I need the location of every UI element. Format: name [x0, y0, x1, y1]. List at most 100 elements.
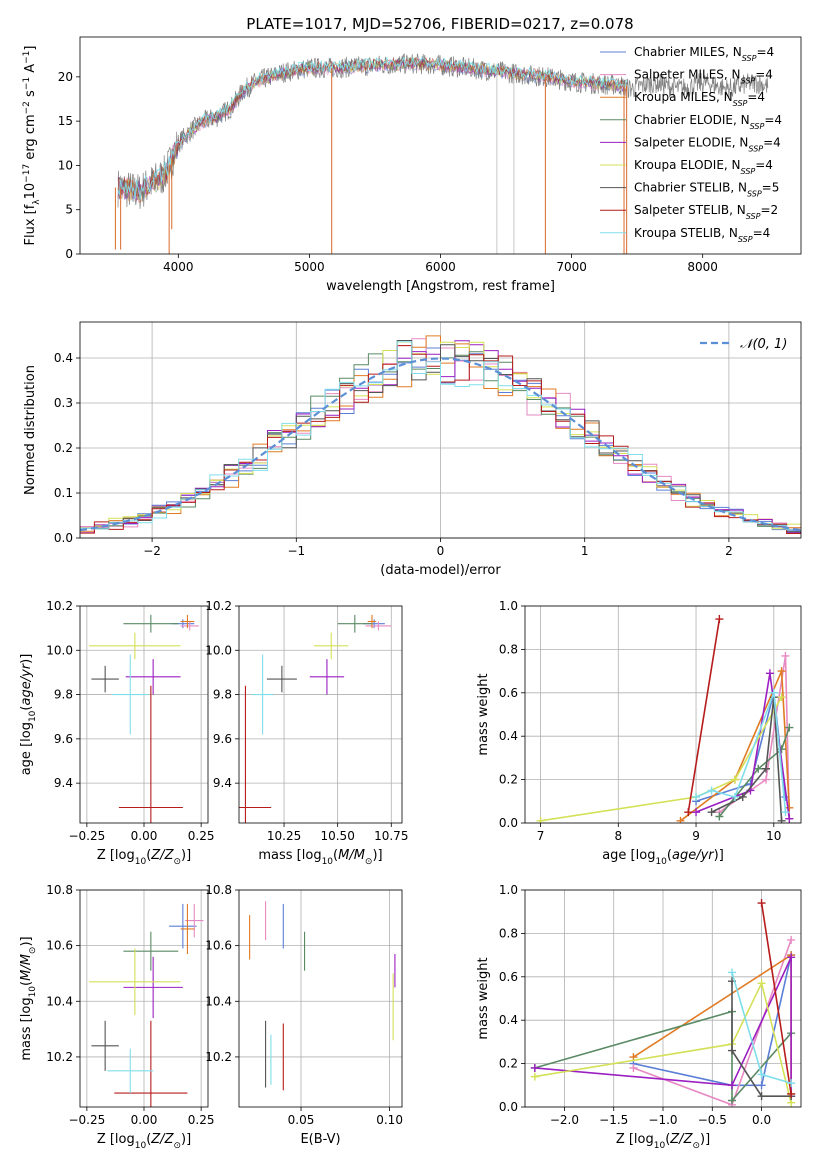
weight-point-marker [757, 1070, 766, 1079]
y-tick-label: 1.0 [499, 599, 518, 613]
legend-sub: SSP [750, 121, 765, 130]
weight-point-marker [787, 1089, 796, 1098]
y-tick-label: 0 [65, 247, 73, 261]
x-axis-label-part: age [log [602, 848, 655, 863]
weight-point-marker [738, 792, 747, 801]
y-tick-label: 9.8 [54, 688, 73, 702]
weight-point-marker [707, 786, 716, 795]
errorbar-chabrier-elodie [123, 614, 179, 633]
plot-area [80, 335, 801, 538]
y-axis-label: Flux [fλ10−17 erg cm−2 s−1 A−1] [22, 46, 42, 246]
y-axis-label-part: )] [19, 654, 34, 664]
weight-point-marker [728, 1046, 736, 1055]
errorbar-salpeter-stelib [118, 685, 183, 823]
x-tick-label: −1 [287, 544, 305, 558]
legend-tail: =4 [753, 226, 771, 240]
weight-point-marker [692, 808, 701, 817]
weight-point-marker [757, 899, 766, 908]
weight-point-marker [762, 775, 771, 784]
x-tick-label: 10.75 [374, 829, 408, 843]
legend-label-chabrier-miles: Chabrier MILES, NSSP=4 [634, 45, 774, 63]
x-axis-label-part: Z/Z [669, 1132, 693, 1147]
x-tick-label: 10 [766, 829, 781, 843]
x-axis-label-part: )] [372, 848, 382, 863]
plot-area [249, 901, 396, 1091]
y-tick-label: 20 [58, 70, 73, 84]
y-axis-label-part: s [23, 90, 38, 101]
y-axis-label-part: Flux [f [23, 204, 38, 245]
errorbar-chabrier-elodie [337, 614, 372, 633]
y-tick-label: 0.6 [499, 686, 518, 700]
weight-line [534, 980, 792, 1103]
errorbar-kroupa-stelib [251, 654, 274, 735]
legend-label-salpeter-stelib: Salpeter STELIB, NSSP=2 [634, 203, 778, 221]
axes-frame [79, 605, 209, 824]
x-tick-label: −0.5 [698, 1113, 727, 1127]
legend-sub: SSP [742, 54, 757, 63]
figure-title: PLATE=1017, MJD=52706, FIBERID=0217, z=0… [246, 15, 633, 33]
y-tick-label: 0.1 [54, 486, 73, 500]
legend-sub: SSP [746, 212, 761, 221]
y-tick-label: 10.2 [46, 599, 73, 613]
x-axis-label: Z [log10(Z/Z⊙)] [97, 1132, 191, 1151]
errorbar-salpeter-miles [365, 621, 392, 631]
errorbar-salpeter-stelib [239, 685, 272, 823]
plot-area [239, 614, 392, 823]
errorbar-kroupa-miles [367, 614, 377, 629]
x-axis-label-part: ( [667, 848, 672, 863]
weight-line [540, 696, 783, 822]
axes-weight_vs_Z: −2.0 −1.5 −1.0 −0.5 0.0 0.0 0.2 0.4 0.6 0.8 1.0 Z [… [476, 883, 802, 1151]
x-axis-label-part: E(B-V) [300, 1132, 340, 1147]
y-tick-label: 10.0 [205, 643, 232, 657]
legend-tail: =4 [755, 158, 773, 172]
y-axis-label-part: −1 [22, 77, 32, 90]
y-axis-label-part: 10 [23, 183, 38, 200]
x-axis-label-part: 10 [655, 857, 667, 867]
y-tick-label: 10.2 [205, 599, 232, 613]
y-axis-label-part: −17 [22, 164, 32, 183]
x-axis-label-part: ⊙ [692, 1141, 700, 1151]
errorbar-chabrier-elodie [123, 931, 179, 971]
x-tick-label: −2 [143, 544, 161, 558]
weight-line [633, 954, 792, 1087]
x-axis-label: Z [log10(Z/Z⊙)] [616, 1132, 710, 1151]
weight-point-marker [762, 764, 771, 773]
weight-point-marker [777, 816, 786, 823]
weight-point-marker [757, 979, 766, 988]
weight-point-marker [530, 1063, 539, 1072]
axes-age_vs_mass: 10.25 10.50 10.75 9.4 9.6 9.8 10.0 10.2 mass [lo… [205, 599, 408, 867]
x-tick-label: 10.25 [267, 829, 301, 843]
x-axis-label-part: 10 [654, 1141, 666, 1151]
x-axis-label-part: 10 [135, 1141, 147, 1151]
x-tick-label: −0.25 [68, 829, 105, 843]
weight-series-kroupa-stelib [692, 688, 790, 817]
weight-point-marker [530, 1072, 539, 1081]
y-tick-label: 9.4 [213, 776, 232, 790]
weight-point-marker [728, 968, 736, 977]
axes-frame [238, 605, 403, 824]
x-axis-label: E(B-V) [300, 1132, 340, 1147]
plot-area [89, 903, 204, 1107]
y-tick-label: 0.0 [499, 816, 518, 830]
axes-frame [79, 36, 802, 255]
y-tick-label: 0.3 [54, 396, 73, 410]
errorbar-salpeter-elodie [123, 956, 183, 1018]
y-tick-label: 10.6 [205, 939, 232, 953]
y-axis-label: mass weight [476, 673, 491, 755]
weight-series-salpeter-stelib [757, 899, 796, 1098]
y-tick-label: 10.8 [205, 883, 232, 897]
weight-point-marker [777, 667, 786, 676]
residuals-legend: 𝒩(0, 1) [700, 337, 787, 352]
legend-base: Chabrier STELIB, N [634, 181, 747, 195]
weight-point-marker [536, 816, 545, 823]
x-axis-label-part: Z/Z [150, 848, 174, 863]
histogram-kroupa-stelib [80, 341, 801, 538]
legend-label-kroupa-miles: Kroupa MILES, NSSP=4 [634, 90, 765, 108]
errorbar-chabrier-miles [169, 903, 197, 949]
weight-point-marker [757, 1092, 766, 1101]
axes-frame [524, 889, 802, 1108]
plot-area [89, 614, 199, 823]
y-axis-label-part: ( [19, 981, 34, 986]
